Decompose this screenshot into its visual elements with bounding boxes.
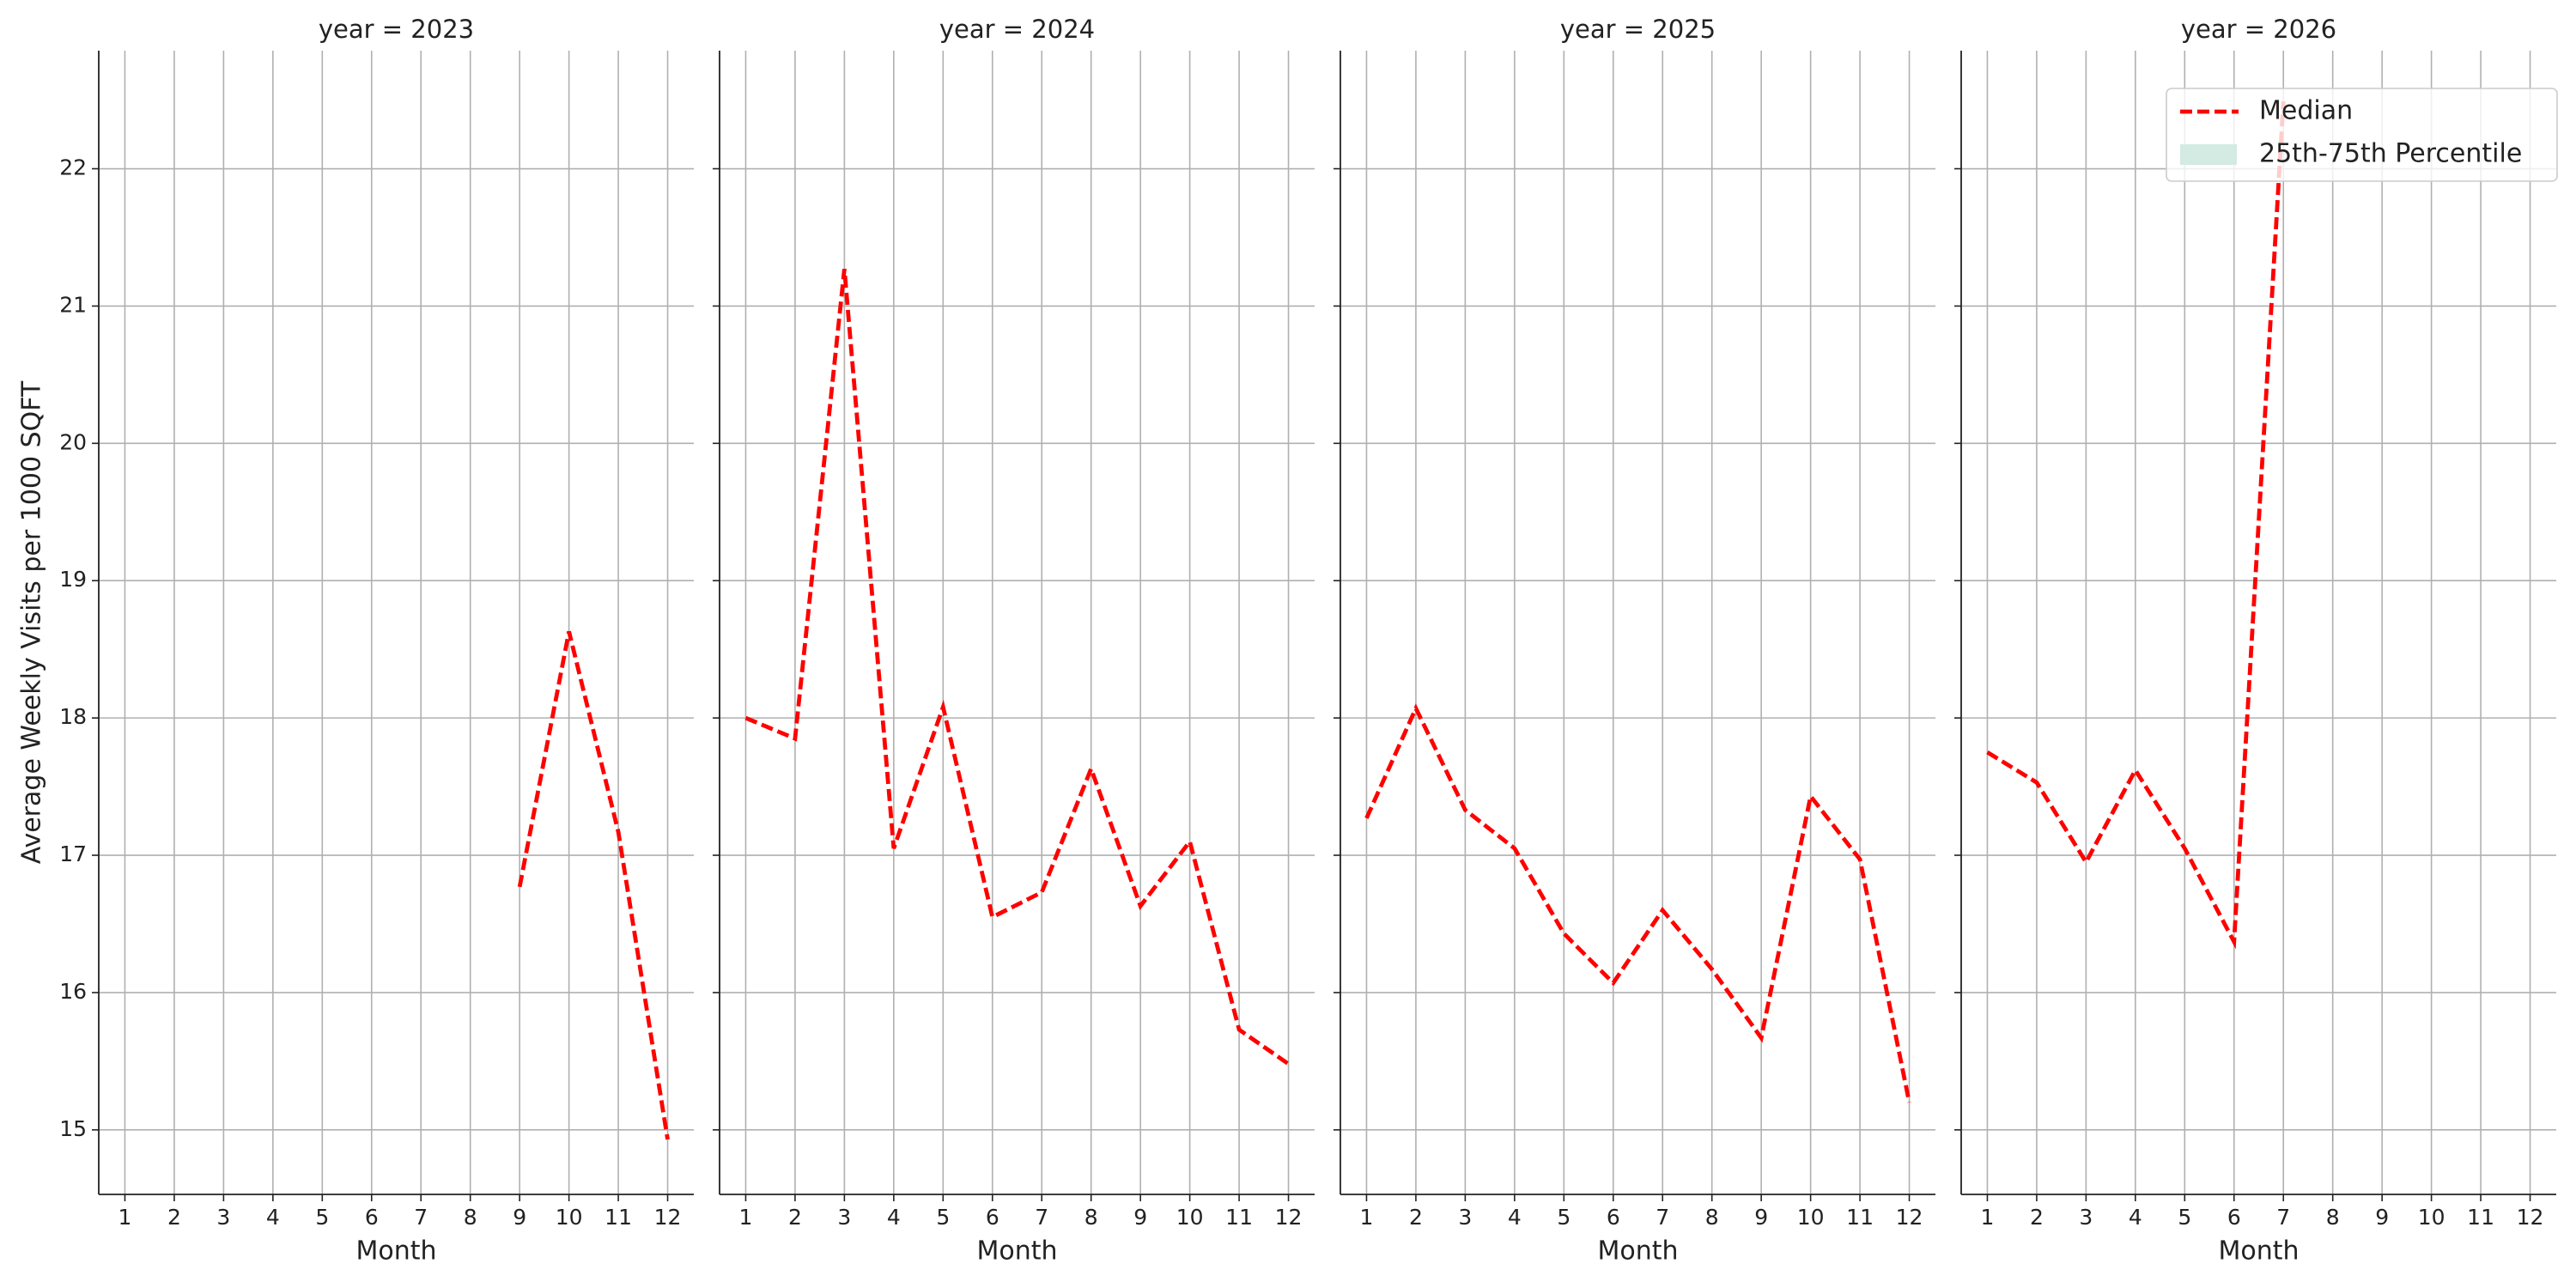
median-line xyxy=(1986,101,2286,950)
x-tick-label: 8 xyxy=(1705,1205,1719,1230)
x-tick-label: 9 xyxy=(1754,1205,1768,1230)
x-tick-label: 11 xyxy=(1225,1205,1253,1230)
y-tick-label: 16 xyxy=(59,979,87,1004)
x-tick-label: 3 xyxy=(2079,1205,2093,1230)
x-tick-label: 11 xyxy=(2467,1205,2494,1230)
x-tick-label: 12 xyxy=(2517,1205,2544,1230)
x-tick-label: 2 xyxy=(167,1205,181,1230)
legend-label: 25th-75th Percentile xyxy=(2259,139,2522,169)
y-tick-label: 18 xyxy=(59,704,87,729)
legend-patch xyxy=(2180,144,2237,165)
median-line xyxy=(744,268,1290,1066)
x-tick-label: 10 xyxy=(2418,1205,2445,1230)
x-tick-label: 10 xyxy=(1176,1205,1204,1230)
x-tick-label: 6 xyxy=(365,1205,379,1230)
x-tick-label: 3 xyxy=(216,1205,230,1230)
x-tick-label: 1 xyxy=(739,1205,753,1230)
x-tick-label: 7 xyxy=(1656,1205,1669,1230)
x-tick-label: 4 xyxy=(2129,1205,2142,1230)
median-line xyxy=(1364,703,1911,1103)
x-tick-label: 1 xyxy=(1360,1205,1374,1230)
y-tick-label: 21 xyxy=(59,292,87,317)
legend-box xyxy=(2166,88,2558,182)
x-axis-label: Month xyxy=(976,1236,1057,1267)
x-tick-label: 8 xyxy=(2326,1205,2340,1230)
x-tick-label: 2 xyxy=(2030,1205,2044,1230)
x-tick-label: 3 xyxy=(1458,1205,1472,1230)
x-tick-label: 5 xyxy=(315,1205,329,1230)
x-tick-label: 12 xyxy=(1275,1205,1303,1230)
panel-title: year = 2024 xyxy=(939,15,1095,44)
x-tick-label: 8 xyxy=(464,1205,477,1230)
x-tick-label: 7 xyxy=(414,1205,428,1230)
x-tick-label: 10 xyxy=(1797,1205,1825,1230)
x-tick-label: 1 xyxy=(118,1205,132,1230)
x-tick-label: 7 xyxy=(1035,1205,1048,1230)
x-tick-label: 4 xyxy=(266,1205,280,1230)
x-tick-label: 10 xyxy=(556,1205,583,1230)
x-tick-label: 12 xyxy=(1896,1205,1923,1230)
panel-title: year = 2026 xyxy=(2181,15,2336,44)
x-tick-label: 7 xyxy=(2276,1205,2290,1230)
x-tick-label: 5 xyxy=(936,1205,950,1230)
panel-title: year = 2025 xyxy=(1560,15,1716,44)
x-tick-label: 4 xyxy=(887,1205,901,1230)
x-tick-label: 5 xyxy=(1557,1205,1571,1230)
x-tick-label: 6 xyxy=(986,1205,999,1230)
x-tick-label: 5 xyxy=(2178,1205,2191,1230)
x-tick-label: 11 xyxy=(1846,1205,1874,1230)
x-tick-label: 9 xyxy=(1133,1205,1147,1230)
x-tick-label: 2 xyxy=(1409,1205,1423,1230)
x-axis-label: Month xyxy=(2218,1236,2299,1267)
legend-label: Median xyxy=(2259,96,2353,126)
y-tick-label: 15 xyxy=(59,1116,87,1141)
x-axis-label: Month xyxy=(1597,1236,1678,1267)
y-axis-label: Average Weekly Visits per 1000 SQFT xyxy=(17,380,47,864)
x-tick-label: 12 xyxy=(654,1205,682,1230)
x-tick-label: 6 xyxy=(1607,1205,1620,1230)
x-tick-label: 4 xyxy=(1508,1205,1522,1230)
panel-title: year = 2023 xyxy=(319,15,474,44)
x-tick-label: 11 xyxy=(605,1205,632,1230)
x-tick-label: 3 xyxy=(837,1205,851,1230)
x-tick-label: 8 xyxy=(1084,1205,1098,1230)
y-tick-label: 17 xyxy=(59,841,87,866)
x-tick-label: 1 xyxy=(1981,1205,1995,1230)
x-axis-label: Month xyxy=(355,1236,436,1267)
x-tick-label: 9 xyxy=(513,1205,526,1230)
x-tick-label: 9 xyxy=(2375,1205,2389,1230)
x-tick-label: 2 xyxy=(788,1205,802,1230)
y-tick-label: 22 xyxy=(59,155,87,180)
x-tick-label: 6 xyxy=(2227,1205,2241,1230)
y-tick-label: 19 xyxy=(59,567,87,592)
y-tick-label: 20 xyxy=(59,429,87,454)
median-line xyxy=(517,630,670,1140)
